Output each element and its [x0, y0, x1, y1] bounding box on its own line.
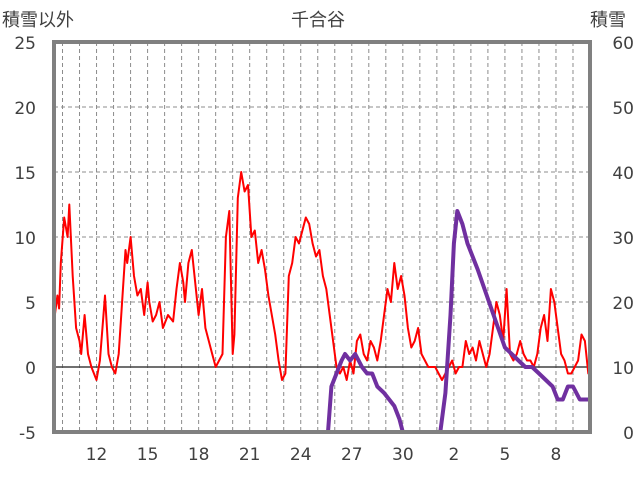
y-right-tick-label: 50	[612, 99, 634, 119]
y-left-tick-label: 0	[25, 359, 36, 379]
right-axis-title: 積雪	[590, 10, 626, 31]
y-right-tick-label: 20	[612, 294, 634, 314]
x-tick-label: 27	[341, 445, 363, 465]
chart-title: 千合谷	[291, 10, 345, 31]
x-tick-label: 12	[86, 445, 108, 465]
left-axis-title: 積雪以外	[2, 10, 74, 31]
y-right-tick-label: 0	[623, 424, 634, 444]
y-left-tick-label: 20	[14, 99, 36, 119]
x-tick-label: 21	[239, 445, 261, 465]
x-tick-label: 24	[290, 445, 312, 465]
y-left-tick-label: 25	[14, 34, 36, 54]
x-tick-label: 18	[188, 445, 210, 465]
plot-frame	[52, 40, 592, 434]
x-tick-label: 15	[137, 445, 159, 465]
y-left-tick-label: 15	[14, 164, 36, 184]
x-tick-label: 8	[551, 445, 562, 465]
y-right-tick-label: 10	[612, 359, 634, 379]
y-right-tick-label: 60	[612, 34, 634, 54]
y-left-tick-label: 5	[25, 294, 36, 314]
x-tick-label: 5	[500, 445, 511, 465]
y-right-tick-label: 40	[612, 164, 634, 184]
snow-depth-line	[52, 209, 592, 434]
x-tick-label: 2	[448, 445, 459, 465]
temperature-line	[53, 171, 591, 381]
x-tick-label: 30	[392, 445, 414, 465]
y-left-tick-label: 10	[14, 229, 36, 249]
y-right-tick-label: 30	[612, 229, 634, 249]
y-left-tick-label: -5	[19, 424, 36, 444]
